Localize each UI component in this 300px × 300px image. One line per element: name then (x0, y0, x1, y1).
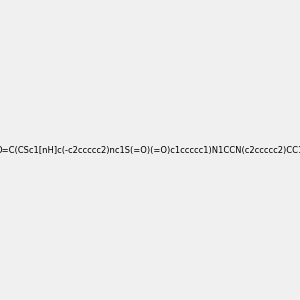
Text: O=C(CSc1[nH]c(-c2ccccc2)nc1S(=O)(=O)c1ccccc1)N1CCN(c2ccccc2)CC1: O=C(CSc1[nH]c(-c2ccccc2)nc1S(=O)(=O)c1cc… (0, 146, 300, 154)
